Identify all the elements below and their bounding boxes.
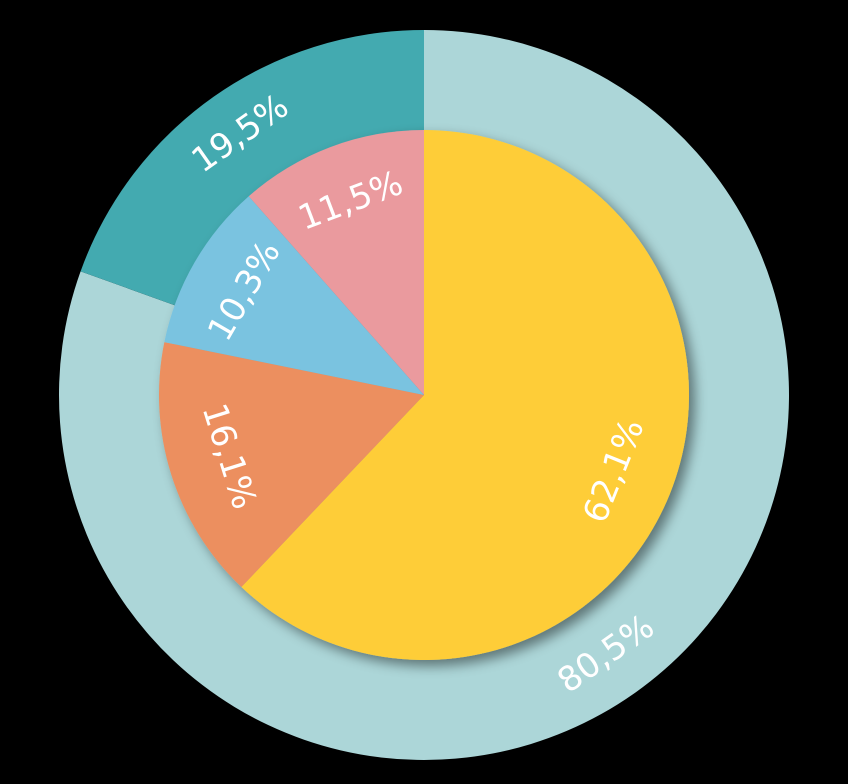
slice xyxy=(164,196,424,395)
slice xyxy=(241,130,689,660)
inner-pie xyxy=(158,130,689,660)
slice xyxy=(158,342,424,588)
slice xyxy=(248,130,424,395)
